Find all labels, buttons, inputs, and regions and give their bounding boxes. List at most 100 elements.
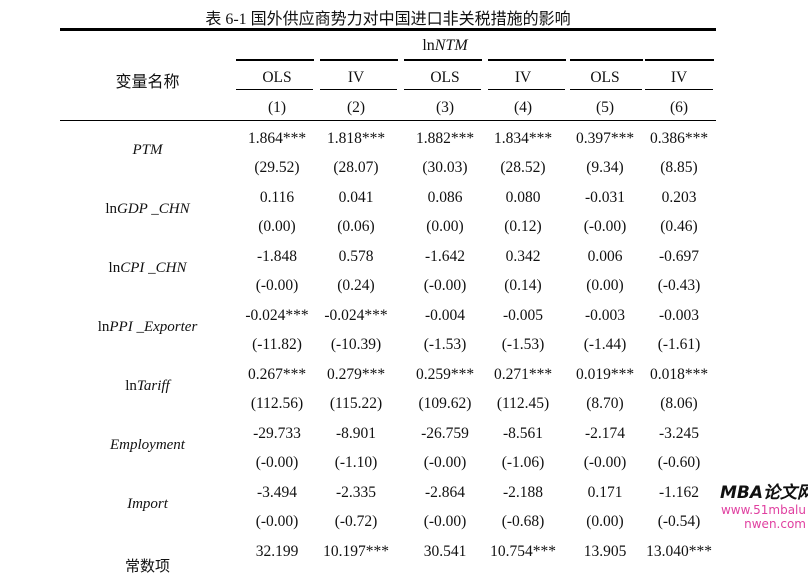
coefficient-cell: 1.864*** <box>247 130 307 147</box>
dependent-prefix: ln <box>422 37 435 54</box>
variable-name: 常数项 <box>124 559 170 575</box>
t-stat-cell: (-0.60) <box>657 454 701 471</box>
t-stat-cell: (0.24) <box>337 277 375 294</box>
column-number: (1) <box>267 99 287 116</box>
t-stat-cell: (-0.00) <box>583 218 627 235</box>
method-rule <box>320 89 397 90</box>
coefficient-cell: -2.174 <box>584 425 626 442</box>
log-prefix: ln <box>97 319 110 335</box>
variable-name-header: 变量名称 <box>115 74 180 91</box>
t-stat-cell: (112.45) <box>496 395 550 412</box>
t-stat-cell: (8.06) <box>660 395 698 412</box>
variable-name: Tariff <box>136 378 170 394</box>
coefficient-cell: 30.541 <box>423 543 467 560</box>
coefficient-cell: 32.199 <box>255 543 299 560</box>
row-label: lnTariff <box>60 378 235 395</box>
t-stat-cell: (0.12) <box>504 218 542 235</box>
method-rule <box>236 89 313 90</box>
t-stat-cell: (8.85) <box>660 159 698 176</box>
row-label: PTM <box>60 142 235 159</box>
coefficient-cell: -2.335 <box>335 484 377 501</box>
method-header: OLS <box>590 69 620 86</box>
row-label: Employment <box>60 437 235 454</box>
t-stat-cell: (28.52) <box>500 159 546 176</box>
t-stat-cell: (0.46) <box>660 218 698 235</box>
t-stat-cell: (8.70) <box>586 395 624 412</box>
method-rule <box>488 89 565 90</box>
group-rule <box>404 59 482 61</box>
t-stat-cell: (-11.82) <box>252 336 302 353</box>
t-stat-cell: (-0.00) <box>255 513 299 530</box>
log-prefix: ln <box>125 378 137 394</box>
t-stat-cell: (28.07) <box>333 159 379 176</box>
coefficient-cell: -2.188 <box>502 484 544 501</box>
t-stat-cell: (-0.68) <box>501 513 545 530</box>
coefficient-cell: -0.024*** <box>324 307 388 324</box>
coefficient-cell: 0.006 <box>587 248 623 265</box>
t-stat-cell: (-1.53) <box>501 336 545 353</box>
t-stat-cell: (-0.00) <box>423 277 467 294</box>
t-stat-cell: (-0.00) <box>583 454 627 471</box>
method-rule <box>570 89 642 90</box>
row-label: 常数项 <box>60 555 235 576</box>
coefficient-cell: 13.040*** <box>646 543 712 560</box>
coefficient-cell: 0.271*** <box>493 366 553 383</box>
group-rule <box>570 59 643 61</box>
watermark-brand: MBA论文网 <box>720 483 808 503</box>
row-label: lnCPI _CHN <box>60 260 235 277</box>
top-rule <box>60 28 716 31</box>
coefficient-cell: -0.697 <box>658 248 700 265</box>
t-stat-cell: (0.00) <box>426 218 464 235</box>
method-rule <box>404 89 481 90</box>
coefficient-cell: 0.019*** <box>575 366 635 383</box>
dependent-variable: lnNTM <box>400 37 490 55</box>
coefficient-cell: -3.494 <box>256 484 298 501</box>
coefficient-cell: 1.834*** <box>493 130 553 147</box>
variable-name: PTM <box>132 142 163 158</box>
row-label: lnGDP _CHN <box>60 201 235 218</box>
watermark-logo: MBA论文网 www.51mbalunwen.com <box>720 478 808 531</box>
coefficient-cell: 1.818*** <box>326 130 386 147</box>
method-rule <box>645 89 713 90</box>
coefficient-cell: 0.116 <box>259 189 295 206</box>
t-stat-cell: (-0.54) <box>657 513 701 530</box>
watermark-url: www.51mbalunwen.com <box>720 503 806 531</box>
method-header: IV <box>670 69 688 86</box>
coefficient-cell: -0.004 <box>424 307 466 324</box>
coefficient-cell: 0.397*** <box>575 130 635 147</box>
log-prefix: ln <box>108 260 121 276</box>
coefficient-cell: 0.578 <box>338 248 374 265</box>
method-header: IV <box>514 69 532 86</box>
coefficient-cell: -0.003 <box>658 307 700 324</box>
coefficient-cell: 0.041 <box>338 189 374 206</box>
t-stat-cell: (0.00) <box>586 513 624 530</box>
coefficient-cell: -29.733 <box>253 425 301 442</box>
header-rule <box>60 120 716 121</box>
row-label: lnPPI _Exporter <box>60 319 235 336</box>
coefficient-cell: -0.024*** <box>245 307 309 324</box>
variable-name: Employment <box>110 437 185 453</box>
method-header: OLS <box>262 69 292 86</box>
coefficient-cell: 10.197*** <box>323 543 389 560</box>
t-stat-cell: (0.00) <box>586 277 624 294</box>
t-stat-cell: (9.34) <box>586 159 624 176</box>
t-stat-cell: (-1.10) <box>334 454 378 471</box>
coefficient-cell: -3.245 <box>658 425 700 442</box>
t-stat-cell: (30.03) <box>422 159 468 176</box>
coefficient-cell: 0.203 <box>661 189 697 206</box>
variable-name: CPI _CHN <box>120 260 187 276</box>
variable-name: PPI _Exporter <box>109 319 198 335</box>
t-stat-cell: (-0.00) <box>423 454 467 471</box>
t-stat-cell: (-0.00) <box>423 513 467 530</box>
column-number: (5) <box>595 99 615 116</box>
t-stat-cell: (-0.00) <box>255 454 299 471</box>
coefficient-cell: 0.171 <box>587 484 623 501</box>
method-header: OLS <box>430 69 460 86</box>
t-stat-cell: (0.14) <box>504 277 542 294</box>
group-rule <box>645 59 714 61</box>
coefficient-cell: -1.162 <box>658 484 700 501</box>
log-prefix: ln <box>105 201 117 217</box>
group-rule <box>488 59 566 61</box>
coefficient-cell: 1.882*** <box>415 130 475 147</box>
row-label: Import <box>60 496 235 513</box>
